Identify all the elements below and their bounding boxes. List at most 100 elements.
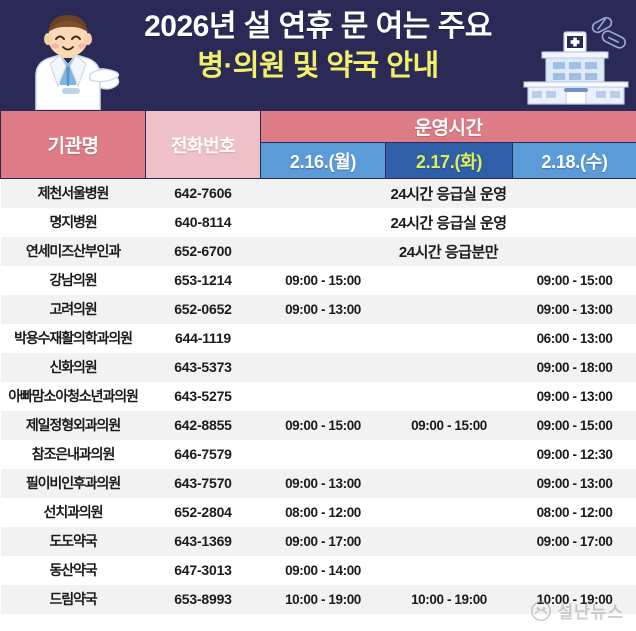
header-row-dates: 2.16.(월) 2.17.(화) 2.18.(수) (1, 142, 636, 179)
cell-hours-day-1 (260, 381, 386, 411)
cell-facility-name: 동산약국 (0, 555, 146, 585)
cell-hours-merged: 24시간 응급실 운영 (260, 207, 636, 237)
cell-facility-name: 도도약국 (0, 526, 146, 556)
cell-facility-name: 신화의원 (0, 352, 146, 382)
column-header-date-0218: 2.18.(수) (511, 142, 636, 179)
cell-phone-number: 643-5373 (145, 352, 261, 382)
table-row: 아빠맘소아청소년과의원 643-5275 09:00 - 13:00 (0, 381, 636, 411)
banner-title-line-2: 병·의원 및 약국 안내 (197, 50, 439, 82)
cell-facility-name: 강남의원 (0, 265, 146, 295)
cell-facility-name: 참조은내과의원 (0, 439, 146, 469)
cell-phone-number: 653-8993 (145, 584, 261, 614)
table-row: 박용수재활의학과의원 644-1119 06:00 - 13:00 (0, 323, 636, 353)
cell-hours-merged: 24시간 응급실 운영 (260, 178, 636, 208)
table-row: 도도약국 643-1369 09:00 - 17:00 09:00 - 17:00 (0, 526, 636, 556)
cell-phone-number: 646-7579 (145, 439, 261, 469)
cell-phone-number: 643-5275 (145, 381, 261, 411)
table-body: 제천서울병원 642-7606 24시간 응급실 운영 명지병원 640-8114 24시… (0, 178, 636, 614)
table-row: 신화의원 643-5373 09:00 - 18:00 (0, 352, 636, 382)
banner-title-line-1: 2026년 설 연휴 문 여는 주요 (144, 10, 492, 43)
cell-phone-number: 642-7606 (145, 178, 261, 208)
table-row: 참조은내과의원 646-7579 09:00 - 12:30 (0, 439, 636, 469)
table-row: 제천서울병원 642-7606 24시간 응급실 운영 (0, 178, 636, 208)
cell-hours-day-3: 09:00 - 13:00 (512, 381, 636, 411)
doctor-illustration (6, 14, 130, 110)
cell-hours-day-2 (385, 555, 513, 585)
column-header-date-0217: 2.17.(화) (385, 142, 513, 179)
cell-hours-day-2 (385, 265, 513, 295)
column-header-name: 기관명 (0, 110, 146, 179)
cell-facility-name: 선치과의원 (0, 497, 146, 527)
table-row: 필이비인후과의원 643-7570 09:00 - 13:00 09:00 - 13:… (0, 468, 636, 498)
cell-hours-day-1: 09:00 - 14:00 (260, 555, 386, 585)
cell-hours-day-2: 09:00 - 15:00 (385, 410, 513, 440)
table-row: 선치과의원 652-2804 08:00 - 12:00 08:00 - 12:00 (0, 497, 636, 527)
column-header-operating-hours: 운영시간 (259, 110, 636, 143)
cell-phone-number: 643-7570 (145, 468, 261, 498)
cell-facility-name: 명지병원 (0, 207, 146, 237)
schedule-sheet: 기관명 전화번호 운영시간 2.16.(월) 2.17.(화) 2.18.(수)… (0, 110, 636, 631)
cell-hours-day-1: 09:00 - 17:00 (260, 526, 386, 556)
cell-hours-day-3: 09:00 - 12:30 (512, 439, 636, 469)
cell-hours-day-1 (260, 439, 386, 469)
cell-hours-day-3: 10:00 - 19:00 (512, 584, 636, 614)
pill-capsules-icon (591, 16, 626, 49)
cell-facility-name: 박용수재활의학과의원 (0, 323, 146, 353)
cell-phone-number: 647-3013 (145, 555, 261, 585)
cell-phone-number: 652-0652 (145, 294, 261, 324)
cell-hours-day-1 (260, 352, 386, 382)
cell-hours-day-2 (385, 526, 513, 556)
cell-hours-day-1: 09:00 - 13:00 (260, 294, 386, 324)
table-row: 동산약국 647-3013 09:00 - 14:00 (0, 555, 636, 585)
cell-hours-day-2 (385, 439, 513, 469)
cell-hours-day-3 (512, 555, 636, 585)
table-row: 연세미즈산부인과 652-6700 24시간 응급분만 (0, 236, 636, 266)
cell-hours-day-1: 09:00 - 15:00 (260, 410, 386, 440)
cell-hours-day-3: 09:00 - 15:00 (512, 410, 636, 440)
header-banner: 2026년 설 연휴 문 여는 주요 병·의원 및 약국 안내 (0, 0, 636, 110)
header-row-top: 기관명 전화번호 운영시간 (0, 110, 636, 179)
cell-hours-day-1: 09:00 - 15:00 (260, 265, 386, 295)
cell-facility-name: 연세미즈산부인과 (0, 236, 146, 266)
schedule-table: 기관명 전화번호 운영시간 2.16.(월) 2.17.(화) 2.18.(수)… (0, 110, 636, 614)
banner-title-group: 2026년 설 연휴 문 여는 주요 병·의원 및 약국 안내 (0, 8, 636, 84)
cell-hours-day-1 (260, 323, 386, 353)
cell-hours-day-3: 09:00 - 13:00 (512, 468, 636, 498)
cell-hours-day-3: 08:00 - 12:00 (512, 497, 636, 527)
cell-phone-number: 652-2804 (145, 497, 261, 527)
cell-facility-name: 드림약국 (0, 584, 146, 614)
cell-hours-day-3: 09:00 - 15:00 (512, 265, 636, 295)
table-row: 강남의원 653-1214 09:00 - 15:00 09:00 - 15:00 (0, 265, 636, 295)
cell-facility-name: 필이비인후과의원 (0, 468, 146, 498)
cell-hours-day-1: 09:00 - 13:00 (260, 468, 386, 498)
cell-hours-day-1: 10:00 - 19:00 (260, 584, 386, 614)
cell-hours-day-1: 08:00 - 12:00 (260, 497, 386, 527)
cell-hours-day-3: 06:00 - 13:00 (512, 323, 636, 353)
cell-hours-day-3: 09:00 - 13:00 (512, 294, 636, 324)
cell-phone-number: 653-1214 (145, 265, 261, 295)
cell-hours-day-3: 09:00 - 18:00 (512, 352, 636, 382)
cell-facility-name: 제일정형외과의원 (0, 410, 146, 440)
cell-facility-name: 아빠맘소아청소년과의원 (0, 381, 146, 411)
cell-hours-day-2: 10:00 - 19:00 (385, 584, 513, 614)
hospital-building-illustration (520, 12, 632, 110)
cell-hours-day-2 (385, 381, 513, 411)
cell-facility-name: 고려의원 (0, 294, 146, 324)
table-row: 명지병원 640-8114 24시간 응급실 운영 (0, 207, 636, 237)
column-header-phone: 전화번호 (145, 110, 261, 179)
cell-hours-day-2 (385, 323, 513, 353)
cell-phone-number: 644-1119 (145, 323, 261, 353)
cell-hours-day-2 (385, 352, 513, 382)
cell-facility-name: 제천서울병원 (0, 178, 146, 208)
cell-hours-day-2 (385, 294, 513, 324)
cell-hours-merged: 24시간 응급분만 (260, 236, 636, 266)
cell-hours-day-2 (385, 468, 513, 498)
cell-phone-number: 640-8114 (145, 207, 261, 237)
cell-phone-number: 652-6700 (145, 236, 261, 266)
cell-hours-day-3: 09:00 - 17:00 (512, 526, 636, 556)
table-row: 드림약국 653-8993 10:00 - 19:00 10:00 - 19:00 10… (0, 584, 636, 614)
cell-phone-number: 642-8855 (145, 410, 261, 440)
cell-phone-number: 643-1369 (145, 526, 261, 556)
column-header-date-0216: 2.16.(월) (260, 142, 386, 179)
